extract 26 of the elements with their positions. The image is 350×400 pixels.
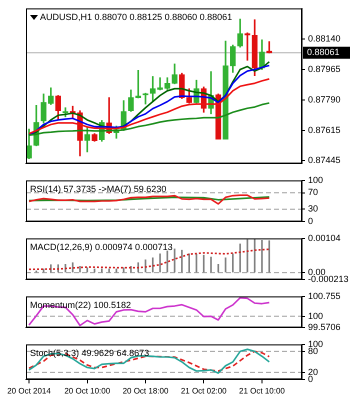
chart-title: Stoch(5,3,3) 49.9629 64.8673: [30, 348, 150, 358]
x-tick-label: 20 Oct 10:00: [64, 386, 111, 396]
candlestick: [142, 92, 148, 104]
y-tick-label: 30: [308, 204, 318, 214]
y-tick-label: 0.00104: [308, 232, 341, 243]
chart-title: Momentum(22) 100.5182: [30, 300, 132, 310]
y-tick-label: 70: [308, 187, 318, 198]
y-tick-label: 100.755: [308, 290, 341, 301]
y-tick-label: 100: [308, 174, 324, 185]
y-tick-label: 0.87790: [308, 94, 341, 105]
x-tick-label: 21 Oct 10:00: [239, 386, 286, 396]
ref-line-label: 0.88061: [307, 47, 340, 58]
y-tick-label: 0.87615: [308, 125, 341, 136]
y-tick-label: 0.87965: [308, 64, 341, 74]
chart-title: MACD(12,26,9) 0.000974 0.000713: [30, 242, 173, 252]
y-tick-label: 100: [308, 310, 324, 321]
y-tick-label: -0.000213: [308, 274, 349, 284]
chart-title: AUDUSD,H1 0.88070 0.88125 0.88060 0.88061: [40, 12, 232, 22]
x-tick-label: 20 Oct 18:00: [122, 386, 169, 396]
y-tick-label: 0.88140: [308, 33, 341, 44]
x-tick-label: 21 Oct 02:00: [180, 386, 228, 396]
y-tick-label: 0.87445: [308, 154, 341, 165]
y-tick-label: 0: [308, 216, 314, 226]
x-tick-label: 20 Oct 2014: [7, 386, 52, 396]
chart-title: RSI(14) 57.3735 ->MA(7) 59.6230: [30, 184, 166, 194]
y-tick-label: 99.5706: [308, 322, 341, 332]
